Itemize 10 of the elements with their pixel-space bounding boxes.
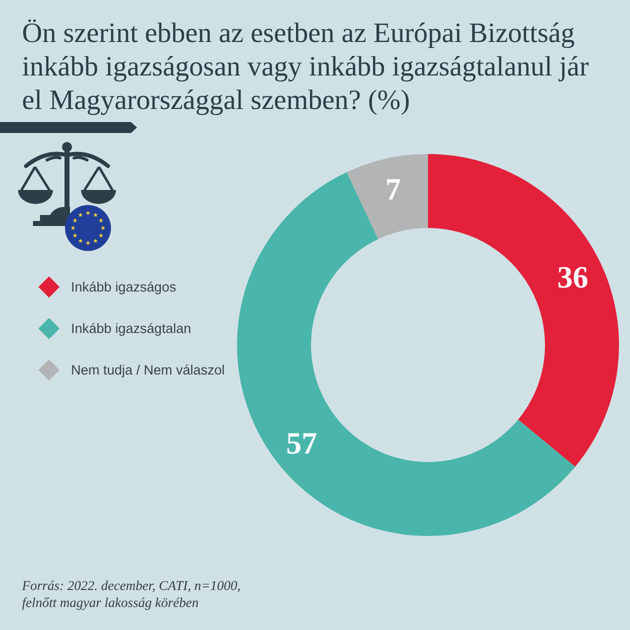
donut-slice [346,154,428,240]
text: Forrás: 2022. december, CATI, n=1000, felnőtt magyar lakosság körében [21,578,241,610]
data-label: 36 [557,259,588,294]
legend-label: Inkább igazságtalan [71,321,192,336]
chart-title: Ön szerint ebben az esetben az Európai Bizottság inkább igazságosan vagy inkább igazságtalanul jár el Magyarországgal szemben? (%) [22,18,590,116]
legend-label: Nem tudja / Nem válaszol [71,362,225,378]
data-label: 7 [385,171,401,206]
donut-slice [428,154,619,467]
data-label: 57 [286,426,318,461]
legend-label: Inkább igazságos [71,280,176,294]
